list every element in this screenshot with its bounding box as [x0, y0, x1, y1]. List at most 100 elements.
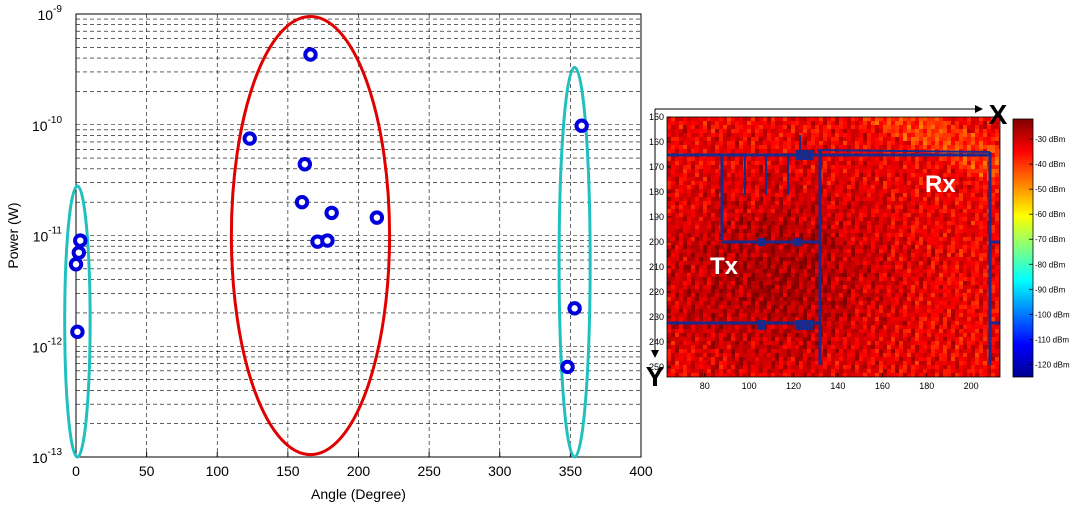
heatmap-cell: [707, 313, 711, 317]
heatmap-cell: [775, 225, 779, 229]
heatmap-cell: [911, 345, 915, 349]
y-tick-label: 10-11: [33, 226, 63, 245]
heatmap-cell: [703, 197, 707, 201]
heatmap-cell: [695, 349, 699, 353]
heatmap-cell: [951, 245, 955, 249]
heatmap-cell: [691, 125, 695, 129]
heatmap-cell: [943, 265, 947, 269]
heatmap-cell: [731, 201, 735, 205]
heatmap-cell: [687, 193, 691, 197]
heatmap-cell: [751, 337, 755, 341]
heatmap-cell: [863, 173, 867, 177]
heatmap-cell: [955, 345, 959, 349]
heatmap-cell: [735, 221, 739, 225]
heatmap-cell: [875, 277, 879, 281]
heatmap-cell: [767, 341, 771, 345]
heatmap-cell: [891, 281, 895, 285]
heatmap-cell: [839, 161, 843, 165]
heatmap-cell: [831, 265, 835, 269]
heatmap-cell: [847, 185, 851, 189]
heatmap-cell: [795, 265, 799, 269]
heatmap-cell: [719, 133, 723, 137]
heatmap-cell: [875, 297, 879, 301]
heatmap-cell: [975, 177, 979, 181]
heatmap-cell: [687, 305, 691, 309]
heatmap-cell: [767, 345, 771, 349]
heatmap-cell: [815, 285, 819, 289]
heatmap-cell: [827, 137, 831, 141]
heatmap-cell: [891, 273, 895, 277]
heatmap-cell: [671, 213, 675, 217]
heatmap-cell: [679, 161, 683, 165]
heatmap-cell: [935, 221, 939, 225]
heatmap-cell: [675, 325, 679, 329]
heatmap-cell: [727, 305, 731, 309]
heatmap-cell: [995, 169, 999, 173]
heatmap-cell: [771, 285, 775, 289]
heatmap-cell: [963, 285, 967, 289]
heatmap-cell: [859, 289, 863, 293]
heatmap-cell: [771, 149, 775, 153]
heatmap-cell: [731, 121, 735, 125]
heatmap-cell: [943, 201, 947, 205]
heatmap-cell: [903, 289, 907, 293]
heatmap-cell: [767, 169, 771, 173]
heatmap-cell: [799, 193, 803, 197]
heatmap-cell: [715, 225, 719, 229]
heatmap-cell: [783, 129, 787, 133]
heatmap-cell: [711, 193, 715, 197]
heatmap-cell: [823, 137, 827, 141]
heatmap-cell: [671, 273, 675, 277]
heatmap-cell: [699, 237, 703, 241]
heatmap-cell: [771, 253, 775, 257]
heatmap-cell: [871, 321, 875, 325]
heatmap-cell: [687, 229, 691, 233]
heatmap-cell: [963, 333, 967, 337]
heatmap-cell: [959, 293, 963, 297]
heatmap-cell: [899, 277, 903, 281]
heatmap-cell: [979, 253, 983, 257]
heatmap-cell: [935, 133, 939, 137]
heatmap-cell: [803, 237, 807, 241]
heatmap-cell: [827, 297, 831, 301]
heatmap-cell: [991, 341, 995, 345]
heatmap-cell: [723, 317, 727, 321]
heatmap-cell: [943, 205, 947, 209]
heatmap-cell: [927, 237, 931, 241]
heatmap-cell: [695, 277, 699, 281]
heatmap-cell: [855, 141, 859, 145]
heatmap-cell: [979, 297, 983, 301]
heatmap-cell: [679, 169, 683, 173]
heatmap-cell: [851, 161, 855, 165]
heatmap-cell: [835, 305, 839, 309]
heatmap-cell: [939, 217, 943, 221]
heatmap-cell: [691, 301, 695, 305]
heatmap-cell: [855, 185, 859, 189]
heatmap-cell: [771, 193, 775, 197]
heatmap-cell: [875, 261, 879, 265]
x-tick-label: 100: [206, 463, 230, 479]
heatmap-cell: [787, 313, 791, 317]
heatmap-cell: [879, 137, 883, 141]
heatmap-cell: [735, 185, 739, 189]
heatmap-cell: [775, 325, 779, 329]
heatmap-cell: [755, 133, 759, 137]
heatmap-cell: [919, 157, 923, 161]
heatmap-cell: [703, 221, 707, 225]
heatmap-cell: [767, 313, 771, 317]
heatmap-cell: [775, 193, 779, 197]
heatmap-cell: [847, 321, 851, 325]
heatmap-cell: [679, 249, 683, 253]
heatmap-cell: [879, 337, 883, 341]
heatmap-cell: [723, 181, 727, 185]
heatmap-cell: [759, 201, 763, 205]
heatmap-cell: [711, 213, 715, 217]
heatmap-cell: [807, 193, 811, 197]
heatmap-cell: [851, 305, 855, 309]
heatmap-cell: [863, 165, 867, 169]
heatmap-cell: [751, 257, 755, 261]
heatmap-cell: [979, 117, 983, 121]
heatmap-cell: [991, 161, 995, 165]
heatmap-cell: [919, 209, 923, 213]
heatmap-cell: [895, 201, 899, 205]
